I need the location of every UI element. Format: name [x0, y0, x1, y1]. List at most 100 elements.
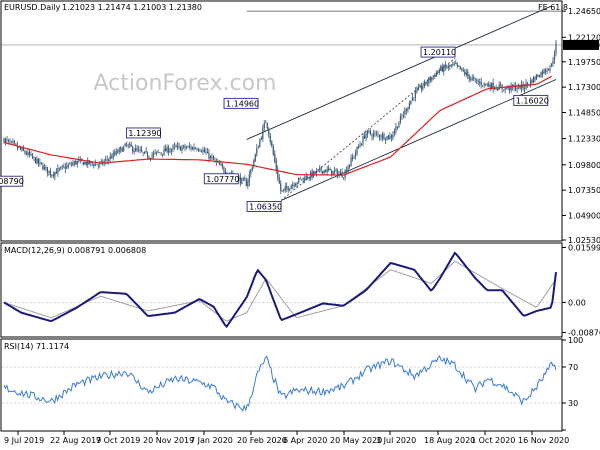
- rsi-layer: 100 70 30: [2, 336, 583, 431]
- candle-body: [239, 176, 241, 184]
- candle-body: [399, 116, 402, 123]
- candle-body: [9, 141, 11, 142]
- candle-body: [173, 145, 176, 147]
- candle-body: [449, 64, 451, 67]
- candle-body: [529, 80, 532, 85]
- annotation-label: 1.07770: [206, 175, 239, 184]
- candle-body: [329, 168, 331, 171]
- candle-body: [123, 146, 125, 152]
- candle-body: [520, 84, 523, 89]
- candle-body: [313, 171, 315, 177]
- candle-body: [497, 88, 499, 91]
- candle-body: [334, 170, 336, 172]
- candle-body: [316, 170, 318, 174]
- candle-body: [384, 139, 387, 141]
- x-tick-label: 3 Jul 2020: [376, 436, 416, 445]
- price-annotation: 1.20110: [420, 46, 456, 58]
- candle-body: [132, 146, 134, 152]
- candle-body: [353, 156, 355, 158]
- candle-body: [238, 177, 240, 179]
- candle-body: [6, 138, 8, 140]
- candle-body: [78, 160, 80, 161]
- price-y-tick-label: 1.04900: [568, 211, 600, 220]
- candle-body: [483, 82, 485, 85]
- candle-body: [196, 149, 198, 150]
- candle-body: [127, 144, 129, 146]
- candle-body: [144, 151, 146, 154]
- candle-body: [260, 138, 262, 140]
- candle-body: [30, 154, 32, 155]
- candle-body: [444, 64, 446, 68]
- candle-body: [221, 163, 224, 167]
- annotation-box: [246, 201, 282, 212]
- candle-body: [366, 130, 369, 135]
- candle-body: [302, 177, 304, 180]
- price-y-tick-label: 1.12330: [568, 135, 600, 144]
- candle-body: [130, 143, 132, 147]
- candle-body: [462, 69, 464, 72]
- x-tick-label: 1 Oct 2020: [471, 436, 515, 445]
- candle-body: [67, 164, 69, 167]
- annotation-box: [0, 175, 24, 187]
- candle-body: [546, 70, 548, 72]
- candle-body: [359, 144, 361, 147]
- candle-body: [317, 169, 319, 171]
- candle-body: [482, 85, 484, 87]
- candle-body: [480, 81, 482, 86]
- candle-body: [320, 167, 322, 172]
- candle-body: [408, 103, 410, 109]
- candle-body: [250, 169, 252, 174]
- candle-body: [242, 178, 244, 179]
- x-tick-label: 20 Feb 2020: [237, 436, 287, 445]
- candle-body: [374, 133, 376, 134]
- candle-body: [166, 147, 168, 152]
- candle-body: [187, 146, 189, 148]
- candle-body: [31, 154, 34, 158]
- candle-body: [63, 166, 65, 168]
- candle-body: [60, 166, 62, 169]
- candle-body: [386, 136, 388, 140]
- candle-body: [167, 147, 170, 153]
- candle-body: [51, 174, 53, 176]
- candle-body: [40, 162, 42, 164]
- candle-body: [69, 163, 71, 165]
- annotation-box: [223, 97, 259, 109]
- candle-body: [519, 84, 521, 90]
- candle-body: [453, 63, 455, 65]
- candle-body: [254, 154, 256, 162]
- annotation-label: 1.12390: [128, 129, 161, 138]
- candle-body: [108, 159, 110, 161]
- candle-body: [456, 62, 458, 66]
- candle-body: [464, 71, 466, 75]
- candle-body: [432, 75, 434, 77]
- candle-body: [553, 54, 556, 61]
- candle-body: [115, 150, 117, 155]
- candle-body: [392, 134, 394, 139]
- candle-body: [543, 69, 545, 74]
- x-tick-label: 18 Aug 2020: [424, 436, 475, 445]
- candle-body: [54, 172, 56, 177]
- candle-body: [413, 97, 415, 98]
- candle-body: [407, 107, 409, 111]
- candle-body: [339, 172, 342, 174]
- candle-body: [283, 188, 285, 191]
- candle-body: [494, 88, 496, 90]
- candle-body: [411, 97, 413, 101]
- candle-body: [75, 161, 77, 165]
- candle-body: [429, 77, 431, 81]
- price-y-tick-label: 1.14850: [568, 109, 600, 118]
- candle-body: [64, 166, 66, 170]
- candle-body: [42, 164, 44, 170]
- candle-body: [43, 166, 45, 170]
- candle-body: [325, 170, 327, 173]
- candle-body: [49, 169, 51, 175]
- candle-body: [52, 174, 54, 176]
- candle-body: [18, 147, 20, 148]
- candle-body: [271, 141, 273, 147]
- price-y-tick-label: 1.17300: [568, 83, 600, 92]
- candle-body: [410, 100, 412, 105]
- candle-body: [181, 147, 183, 151]
- annotation-label: 1.08790: [0, 177, 24, 186]
- candle-body: [360, 143, 363, 146]
